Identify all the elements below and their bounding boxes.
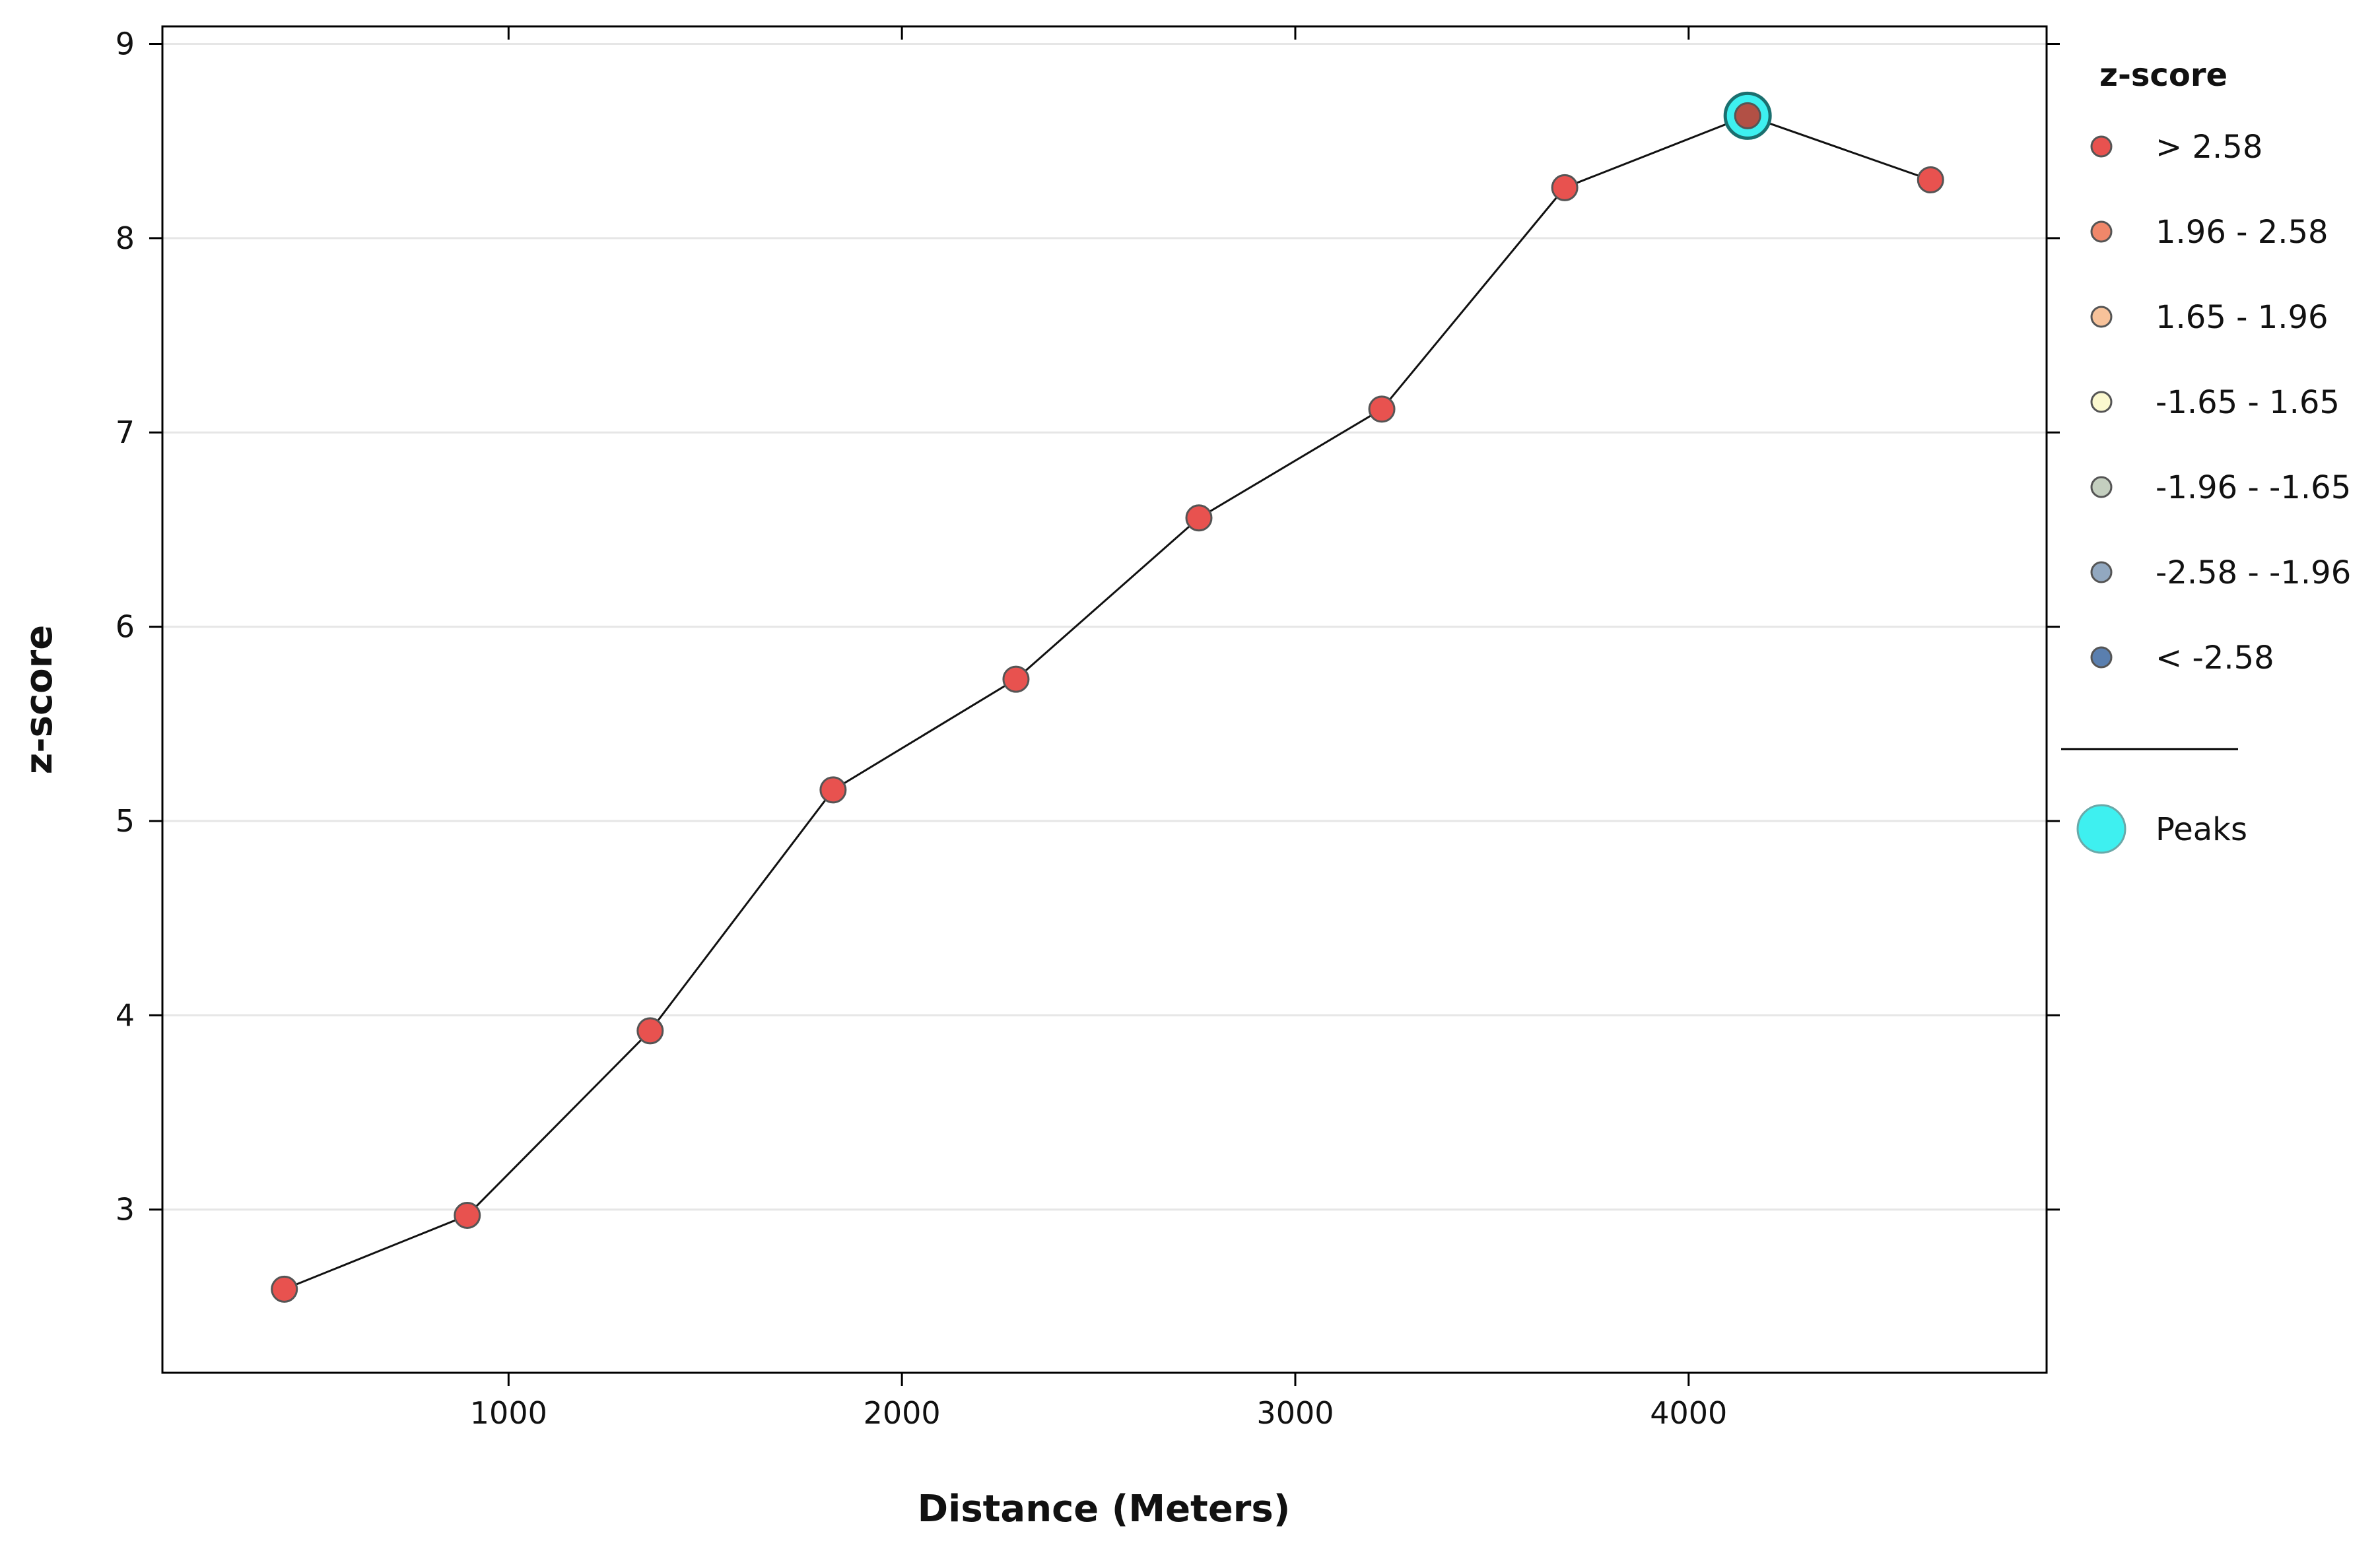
legend-swatch-3 xyxy=(2090,391,2113,413)
data-point-5 xyxy=(1185,504,1213,532)
legend-swatch-5 xyxy=(2090,561,2113,583)
series-line-0 xyxy=(284,114,1931,1290)
data-point-1 xyxy=(454,1202,481,1230)
legend-label-5: -2.58 - -1.96 xyxy=(2156,554,2351,591)
legend: z-score > 2.58 1.96 - 2.58 1.65 - 1.96 -1.6… xyxy=(2061,57,2351,854)
x-tick-label-1000: 1000 xyxy=(470,1395,547,1431)
grid-lines xyxy=(162,42,2047,1211)
y-tick-label-6: 6 xyxy=(116,609,135,645)
legend-swatch-1 xyxy=(2090,220,2113,243)
legend-title: z-score xyxy=(2099,57,2227,94)
y-tick-label-9: 9 xyxy=(116,26,135,61)
data-point-6 xyxy=(1368,395,1396,423)
data-point-3 xyxy=(819,776,847,804)
legend-swatch-6 xyxy=(2090,646,2113,669)
data-points xyxy=(271,91,1944,1303)
x-axis-title: Distance (Meters) xyxy=(918,1488,1291,1531)
x-tick-label-3000: 3000 xyxy=(1256,1395,1334,1431)
legend-label-0: > 2.58 xyxy=(2156,129,2262,166)
legend-entries: > 2.58 1.96 - 2.58 1.65 - 1.96 -1.65 - 1.65… xyxy=(2090,129,2351,676)
y-tick-label-3: 3 xyxy=(116,1192,135,1228)
axis-ticks xyxy=(149,26,2060,1386)
y-axis-title: z-score xyxy=(18,625,61,774)
plot-frame xyxy=(161,25,2048,1374)
legend-label-1: 1.96 - 2.58 xyxy=(2156,214,2329,251)
legend-peaks-label: Peaks xyxy=(2156,811,2247,848)
data-point-4 xyxy=(1002,665,1030,693)
legend-swatch-0 xyxy=(2090,135,2113,158)
data-point-0 xyxy=(271,1275,298,1303)
x-tick-labels: 1000 2000 3000 4000 xyxy=(470,1395,1728,1431)
legend-swatch-2 xyxy=(2090,306,2113,328)
y-tick-labels: 3 4 5 6 7 8 9 xyxy=(116,26,135,1227)
data-point-9 xyxy=(1917,166,1944,194)
data-point-8 xyxy=(1734,102,1761,129)
series-line-layer xyxy=(284,114,1931,1290)
y-tick-label-7: 7 xyxy=(116,414,135,450)
y-tick-label-5: 5 xyxy=(116,803,135,839)
data-point-2 xyxy=(636,1017,664,1045)
legend-label-6: < -2.58 xyxy=(2156,640,2274,676)
legend-peaks-marker xyxy=(2076,804,2126,854)
y-tick-label-4: 4 xyxy=(116,997,135,1033)
y-tick-label-8: 8 xyxy=(116,220,135,256)
x-tick-label-2000: 2000 xyxy=(864,1395,941,1431)
legend-swatch-4 xyxy=(2090,476,2113,498)
legend-label-3: -1.65 - 1.65 xyxy=(2156,384,2340,421)
data-point-7 xyxy=(1551,174,1579,201)
legend-label-2: 1.65 - 1.96 xyxy=(2156,299,2329,336)
plot-border xyxy=(161,25,2048,1374)
x-tick-label-4000: 4000 xyxy=(1650,1395,1727,1431)
legend-label-4: -1.96 - -1.65 xyxy=(2156,469,2351,506)
